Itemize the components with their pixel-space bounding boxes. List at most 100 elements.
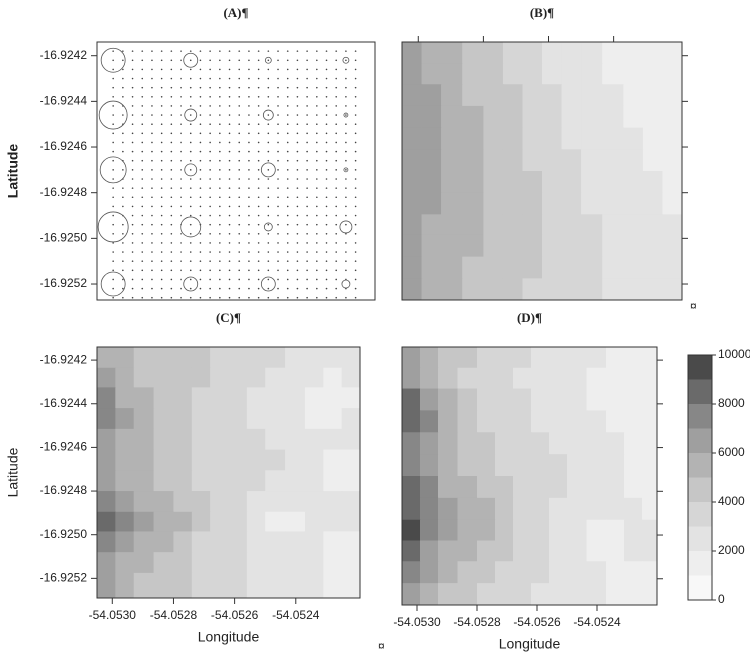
cell: [462, 214, 484, 236]
sample-point: [267, 114, 270, 116]
cell: [624, 454, 643, 477]
sample-point: [277, 159, 279, 162]
paragraph-mark: ¤: [378, 639, 385, 653]
cell: [153, 572, 175, 598]
cell: [285, 428, 306, 451]
colorbar-band: [688, 477, 712, 502]
cell: [115, 428, 135, 451]
sample-point: [228, 296, 231, 299]
sample-point: [131, 269, 134, 272]
sample-point: [316, 205, 318, 208]
cell: [606, 583, 625, 605]
sample-point: [325, 105, 328, 107]
y-axis-label: Latitude: [5, 447, 21, 497]
cell: [420, 432, 439, 455]
sample-point: [160, 77, 163, 80]
sample-point: [131, 159, 134, 162]
sample-point: [219, 269, 221, 272]
sample-point: [354, 251, 357, 253]
sample-point: [180, 187, 182, 189]
sample-point: [267, 287, 270, 290]
sample-point: [248, 269, 250, 272]
sample-point: [219, 114, 221, 116]
sample-point: [296, 278, 299, 281]
sample-point: [335, 59, 338, 62]
sample-point: [267, 214, 270, 217]
sample-point: [296, 205, 299, 208]
sample-point: [151, 123, 153, 125]
cell: [495, 519, 514, 542]
cell: [477, 367, 496, 390]
plot-frame: [96, 346, 361, 599]
x-tick-label: -54.0526: [211, 608, 259, 622]
sample-point: [228, 86, 231, 89]
sample-point: [199, 278, 202, 281]
sample-point: [296, 196, 299, 199]
sample-point: [345, 59, 347, 62]
sample-point: [257, 269, 260, 272]
sample-point: [354, 132, 357, 135]
sample-point: [248, 95, 250, 98]
sample-point: [286, 296, 289, 299]
cell: [495, 497, 514, 521]
sample-point: [277, 278, 279, 281]
sample-point: [257, 232, 260, 235]
sample-point: [316, 296, 318, 299]
sample-point: [131, 242, 134, 244]
cell: [191, 387, 211, 409]
sample-point: [209, 150, 211, 153]
cell: [624, 540, 643, 562]
sample-point: [306, 132, 308, 135]
cell: [462, 84, 484, 107]
sample-point: [325, 132, 328, 135]
sample-point: [180, 159, 182, 162]
sample-point: [151, 114, 153, 116]
cell: [642, 583, 657, 605]
cell: [285, 367, 306, 388]
sample-point: [219, 150, 221, 153]
bubble: [100, 47, 126, 73]
cell: [549, 388, 568, 412]
sample-point: [122, 223, 124, 226]
cell: [513, 540, 532, 562]
sample-point: [180, 95, 182, 98]
cell: [97, 408, 116, 430]
cell: [602, 234, 624, 258]
cell: [623, 192, 644, 215]
sample-point: [112, 150, 114, 153]
cell: [642, 214, 664, 236]
sample-point: [248, 232, 250, 235]
cell: [567, 388, 588, 412]
sample-point: [170, 269, 173, 272]
cell: [642, 84, 664, 107]
sample-point: [325, 86, 328, 89]
sample-point: [160, 251, 163, 253]
cell: [602, 192, 624, 215]
sample-point: [228, 50, 231, 52]
sample-point: [180, 196, 182, 199]
sample-point: [228, 59, 231, 62]
cell: [323, 531, 343, 553]
sample-point: [170, 169, 173, 171]
cell: [602, 127, 624, 150]
sample-point: [354, 123, 357, 125]
cell: [441, 171, 463, 194]
sample-point: [238, 287, 241, 290]
sample-point: [122, 260, 124, 262]
sample-point: [286, 59, 289, 62]
sample-point: [325, 141, 328, 144]
cell: [567, 454, 588, 477]
sample-point: [277, 242, 279, 244]
sample-point: [335, 169, 338, 171]
cell: [502, 105, 524, 129]
panel: (B)¶ ¤: [401, 5, 697, 313]
sample-point: [296, 150, 299, 153]
cell: [662, 214, 682, 236]
sample-point: [170, 242, 173, 244]
sample-point: [238, 223, 241, 226]
cell: [513, 410, 532, 433]
y-axis-label: Latitude: [5, 144, 21, 199]
sample-point: [354, 278, 357, 281]
cell: [602, 214, 624, 236]
